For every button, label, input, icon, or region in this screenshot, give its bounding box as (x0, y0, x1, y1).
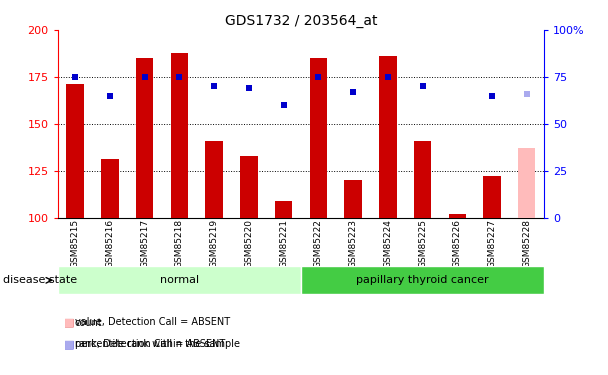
Point (522, 91, 531, 97)
Point (105, 93, 115, 99)
Point (244, 85, 254, 91)
Text: GSM85228: GSM85228 (522, 219, 531, 268)
Bar (379, 56, 396, 217)
Bar (344, 180, 362, 218)
Bar (301, 266, 544, 294)
Bar (58, 266, 301, 294)
Bar (66, 84, 84, 218)
Point (71, 74, 80, 80)
Text: GSM85226: GSM85226 (453, 219, 462, 268)
Text: GSM85217: GSM85217 (140, 219, 149, 268)
Point (383, 74, 393, 80)
Bar (171, 53, 188, 217)
Text: rank, Detection Call = ABSENT: rank, Detection Call = ABSENT (75, 339, 225, 349)
Point (278, 102, 288, 108)
Bar (136, 58, 153, 217)
Bar (309, 58, 327, 217)
Point (487, 93, 497, 99)
Point (314, 74, 323, 80)
Point (418, 83, 427, 89)
Point (209, 83, 219, 89)
Text: ■: ■ (64, 339, 74, 349)
Text: GSM85218: GSM85218 (175, 219, 184, 268)
Bar (275, 201, 292, 217)
Text: GSM85220: GSM85220 (244, 219, 254, 268)
Text: disease state: disease state (3, 275, 77, 285)
Text: GSM85216: GSM85216 (105, 219, 114, 268)
Title: GDS1732 / 203564_at: GDS1732 / 203564_at (225, 13, 377, 28)
Bar (240, 156, 258, 218)
Bar (518, 148, 536, 217)
Bar (483, 176, 501, 218)
Text: GSM85215: GSM85215 (71, 219, 80, 268)
Text: GSM85219: GSM85219 (210, 219, 219, 268)
Text: GSM85223: GSM85223 (348, 219, 358, 268)
Text: percentile rank within the sample: percentile rank within the sample (75, 339, 240, 349)
Point (348, 89, 358, 95)
Text: GSM85224: GSM85224 (383, 219, 392, 268)
Bar (449, 214, 466, 217)
Text: GSM85221: GSM85221 (279, 219, 288, 268)
Text: GSM85222: GSM85222 (314, 219, 323, 268)
Text: count: count (75, 318, 102, 327)
Point (174, 74, 184, 80)
Text: papillary thyroid cancer: papillary thyroid cancer (356, 275, 489, 285)
Text: ■: ■ (64, 318, 74, 327)
Point (140, 74, 150, 80)
Text: ■: ■ (64, 318, 74, 327)
Text: GSM85227: GSM85227 (488, 219, 497, 268)
Text: normal: normal (160, 275, 199, 285)
Text: value, Detection Call = ABSENT: value, Detection Call = ABSENT (75, 318, 230, 327)
Bar (414, 141, 431, 218)
Bar (206, 141, 223, 218)
Text: ■: ■ (64, 339, 74, 349)
Bar (101, 159, 119, 218)
Text: GSM85225: GSM85225 (418, 219, 427, 268)
